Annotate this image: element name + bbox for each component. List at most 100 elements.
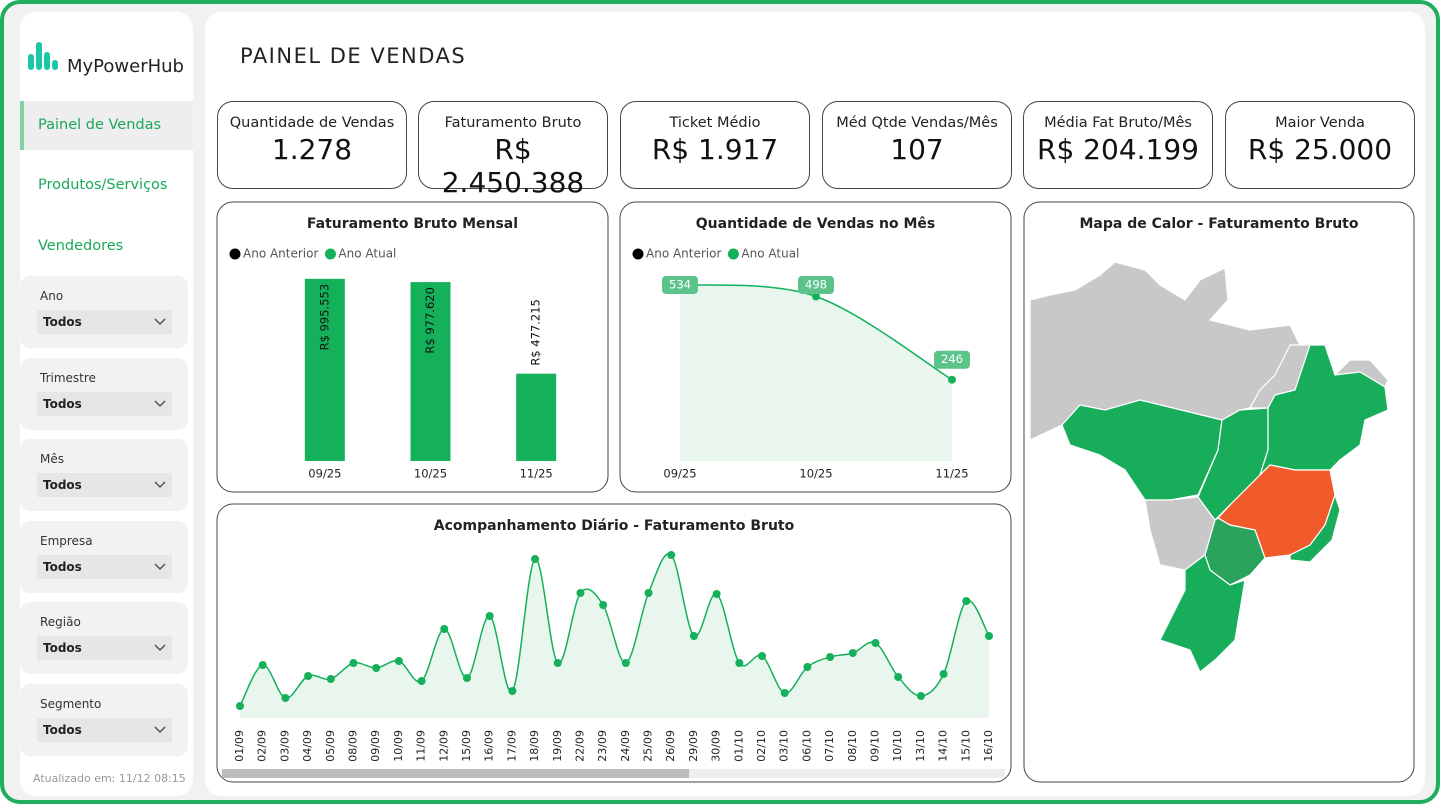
point xyxy=(304,672,313,680)
point xyxy=(485,612,494,620)
legend-label: Ano Anterior xyxy=(243,247,318,261)
x-tick-label: 17/09 xyxy=(505,730,518,762)
logo-icon xyxy=(28,42,58,70)
point xyxy=(667,551,676,559)
point xyxy=(236,702,244,710)
chevron-line xyxy=(154,563,166,570)
filter-label: Ano xyxy=(40,289,64,303)
x-tick-label: 15/10 xyxy=(959,730,972,762)
filter-select[interactable]: Todos xyxy=(37,310,172,334)
x-tick-label: 10/09 xyxy=(392,730,405,762)
sidebar: MyPowerHub Painel de Vendas Produtos/Ser… xyxy=(20,12,193,796)
label-box xyxy=(798,276,834,294)
nav-item[interactable]: Painel de Vendas xyxy=(20,101,193,150)
page-title: PAINEL DE VENDAS xyxy=(240,44,467,68)
filter-select[interactable]: Todos xyxy=(37,717,172,742)
x-tick-label: 26/09 xyxy=(664,730,677,762)
x-tick-label: 12/09 xyxy=(437,730,450,762)
filter: Mês Todos xyxy=(20,439,188,511)
point xyxy=(871,639,880,647)
area xyxy=(240,553,989,718)
x-tick-label: 16/09 xyxy=(483,730,496,762)
legend-label: Ano Atual xyxy=(338,247,396,261)
x-tick-label: 18/09 xyxy=(528,730,541,762)
point xyxy=(417,677,426,685)
kpi-label: Ticket Médio xyxy=(669,115,761,131)
point xyxy=(780,689,789,697)
data-label: 498 xyxy=(805,278,827,292)
x-tick-label: 10/25 xyxy=(414,467,447,481)
point xyxy=(553,659,562,667)
filter-select[interactable]: Todos xyxy=(37,473,172,497)
kpi-card: Faturamento Bruto R$ 2.450.388 xyxy=(418,101,608,199)
x-tick-label: 06/10 xyxy=(800,730,813,762)
point xyxy=(440,625,449,633)
kpi-value: R$ 25.000 xyxy=(1247,133,1393,166)
x-tick-label: 11/25 xyxy=(935,467,968,481)
x-tick-label: 04/09 xyxy=(301,730,314,762)
bar xyxy=(516,373,557,461)
x-tick-label: 15/09 xyxy=(460,730,473,762)
x-tick-label: 11/25 xyxy=(520,467,553,481)
legend-marker xyxy=(324,248,336,260)
x-tick-label: 02/09 xyxy=(256,730,269,762)
point xyxy=(281,694,290,702)
map-title: Mapa de Calor - Faturamento Bruto xyxy=(1079,216,1358,232)
chevron-line xyxy=(154,644,166,651)
filter-value: Todos xyxy=(43,559,82,574)
x-tick-label: 07/10 xyxy=(823,730,836,762)
kpi-card: Maior Venda R$ 25.000 xyxy=(1225,101,1415,189)
nav-item[interactable]: Produtos/Serviços xyxy=(38,177,168,193)
kpi-label: Maior Venda xyxy=(1275,115,1365,131)
filter-value: Todos xyxy=(43,478,82,492)
data-label: R$ 477.215 xyxy=(529,299,543,366)
chart-title: Acompanhamento Diário - Faturamento Brut… xyxy=(434,518,795,534)
x-tick-label: 13/10 xyxy=(914,730,927,762)
x-tick-label: 29/09 xyxy=(687,730,700,762)
x-tick-label: 09/25 xyxy=(663,467,696,481)
bar xyxy=(304,278,345,461)
filter-value: Todos xyxy=(43,722,82,737)
kpi-card: Méd Qtde Vendas/Mês 107 xyxy=(822,101,1012,189)
x-tick-label: 08/10 xyxy=(846,730,859,762)
chevron-line xyxy=(154,400,166,407)
kpi-card: Média Fat Bruto/Mês R$ 204.199 xyxy=(1023,101,1213,189)
filter: Trimestre Todos xyxy=(20,357,188,430)
filter-select[interactable]: Todos xyxy=(37,636,172,660)
kpi-value: R$ 204.199 xyxy=(1037,133,1199,166)
x-tick-label: 10/25 xyxy=(799,467,832,481)
chart-title: Quantidade de Vendas no Mês xyxy=(696,216,935,232)
kpi-card: Ticket Médio R$ 1.917 xyxy=(620,101,810,189)
x-tick-label: 24/09 xyxy=(619,730,632,762)
x-tick-label: 11/09 xyxy=(415,730,428,762)
legend-marker xyxy=(727,248,739,260)
chart-title: Faturamento Bruto Mensal xyxy=(307,216,518,232)
state-green xyxy=(1061,399,1223,501)
area xyxy=(680,284,952,461)
point xyxy=(812,292,820,301)
nav-item[interactable]: Vendedores xyxy=(38,238,124,254)
point xyxy=(962,597,971,605)
kpi-value: R$ 2.450.388 xyxy=(441,133,585,199)
data-label: 534 xyxy=(669,278,691,292)
filter-select[interactable]: Todos xyxy=(37,391,172,416)
chevron-line xyxy=(154,481,166,488)
chevron xyxy=(154,400,166,407)
x-tick-label: 19/09 xyxy=(551,730,564,762)
point xyxy=(258,661,267,669)
data-label: 246 xyxy=(941,352,963,366)
kpi-value: R$ 1.917 xyxy=(651,133,779,166)
point xyxy=(508,687,517,695)
state-green xyxy=(1204,517,1266,586)
scrollbar-thumb[interactable] xyxy=(222,769,689,778)
legend-label: Ano Anterior xyxy=(646,247,721,261)
point xyxy=(939,670,948,678)
point xyxy=(372,664,381,672)
point xyxy=(712,590,721,598)
state-green xyxy=(1159,554,1246,673)
point xyxy=(826,653,835,661)
filter-select[interactable]: Todos xyxy=(37,554,172,579)
point xyxy=(326,675,335,683)
x-tick-label: 09/25 xyxy=(308,467,341,481)
x-tick-label: 02/10 xyxy=(755,730,768,762)
